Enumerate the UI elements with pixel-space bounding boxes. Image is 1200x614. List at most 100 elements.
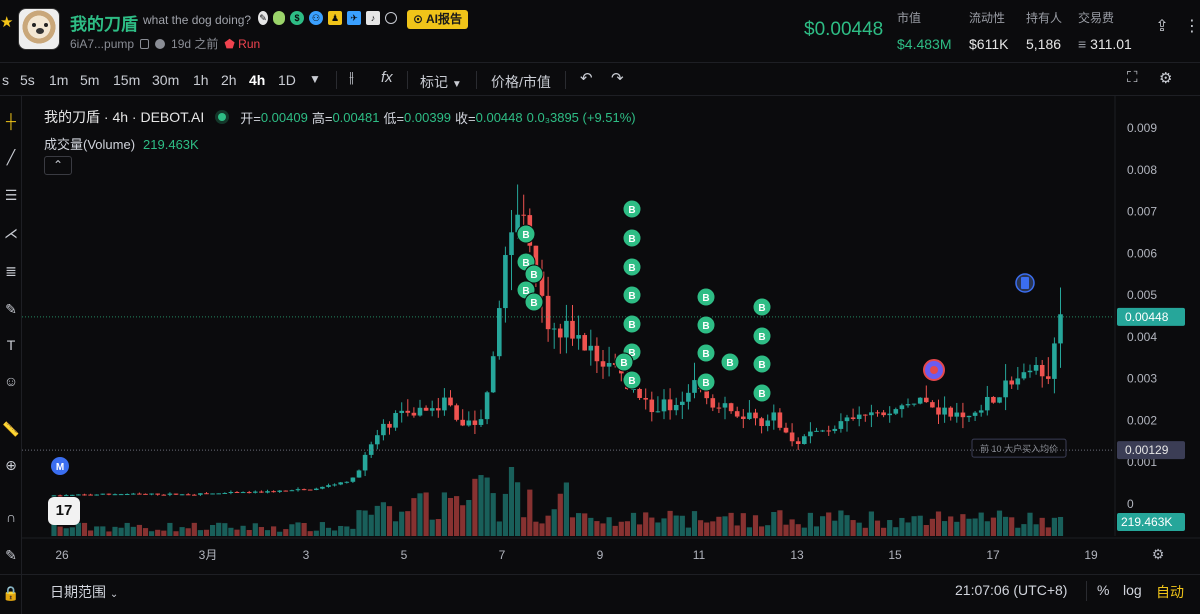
timezone-clock[interactable]: 21:07:06 (UTC+8) <box>955 582 1068 598</box>
volume-bar <box>490 493 496 536</box>
tiktok-icon[interactable]: ♪ <box>366 11 380 25</box>
legend-open: 0.00409 <box>260 109 308 125</box>
candle-body <box>826 430 831 432</box>
candle-body <box>795 441 801 444</box>
candle-body <box>429 408 435 411</box>
buy-marker-label: B <box>522 258 529 269</box>
volume-bar <box>185 528 191 536</box>
stat-liquidity: 流动性 $611K <box>969 9 1008 52</box>
sliders-icon[interactable]: ⋮ <box>1184 18 1200 35</box>
brush-icon[interactable]: ✎ <box>5 301 17 317</box>
team-icon[interactable]: ⚇ <box>309 11 323 25</box>
volume-bar <box>350 528 356 536</box>
candle-body <box>960 412 966 418</box>
lock-drawings-icon[interactable]: ✎ <box>5 547 17 563</box>
users-icon[interactable]: ♟ <box>328 11 342 25</box>
tf-1d[interactable]: 1D <box>278 72 296 88</box>
tf-15m[interactable]: 15m <box>113 72 141 88</box>
crosshair-icon[interactable]: ┼ <box>6 113 16 129</box>
tf-5s[interactable]: 5s <box>20 72 35 88</box>
tradingview-logo[interactable]: 17 <box>48 497 80 525</box>
tf-s[interactable]: s <box>2 72 9 88</box>
fib-icon[interactable]: ≣ <box>5 263 17 279</box>
horizontal-lines-icon[interactable]: ☰ <box>4 187 18 203</box>
pattern-icon[interactable]: ⋌ <box>4 225 18 241</box>
stat-value: ≡ 311.01 <box>1078 36 1132 52</box>
candle-body <box>667 399 673 411</box>
tf-5m[interactable]: 5m <box>80 72 100 88</box>
share-icon[interactable]: ⇪ <box>1155 18 1169 35</box>
date-range-menu[interactable]: 日期范围 ⌄ <box>50 582 118 602</box>
percent-toggle[interactable]: % <box>1097 582 1110 598</box>
candle-body <box>381 423 386 436</box>
volume-bar <box>600 523 606 536</box>
marks-menu[interactable]: 标记 ▼ <box>420 72 462 92</box>
indicators-icon[interactable]: fx <box>381 69 393 86</box>
volume-bar <box>807 512 813 536</box>
buy-marker-label: B <box>620 358 627 369</box>
buy-marker-label: B <box>702 349 709 360</box>
fullscreen-icon[interactable]: ⛶ <box>1127 69 1138 86</box>
volume-bar <box>496 521 502 536</box>
ai-report-button[interactable]: ⊙ AI报告 <box>407 10 468 29</box>
buy-marker-label: B <box>628 205 635 216</box>
candle-body <box>832 428 838 431</box>
run-badge: ⬟ Run <box>224 36 261 51</box>
zoom-icon[interactable]: ⊕ <box>5 457 17 473</box>
candle-body <box>741 416 746 419</box>
magnet-icon[interactable]: ∩ <box>5 509 17 525</box>
volume-bar <box>112 526 118 536</box>
candle-body <box>978 410 984 413</box>
volume-bar <box>508 467 515 536</box>
tf-4h[interactable]: 4h <box>249 72 266 88</box>
telegram-icon[interactable]: ✈ <box>347 11 361 25</box>
volume-bar <box>289 524 295 536</box>
price-chart[interactable]: 0.009 0.008 0.007 0.006 0.005 0.004 0.003 0.002… <box>22 96 1200 614</box>
gear-icon[interactable]: ⚙ <box>1159 70 1173 87</box>
candle-body <box>747 412 752 419</box>
candle-body <box>887 413 892 416</box>
pill-icon[interactable] <box>273 11 285 25</box>
favorite-star-icon[interactable]: ★ <box>0 14 14 31</box>
m-marker <box>51 457 69 475</box>
candles-icon[interactable]: ⫲ <box>349 69 354 86</box>
social-icons: ✎ $ ⚇ ♟ ✈ ♪ <box>258 11 397 25</box>
candle-body <box>655 411 661 413</box>
ruler-icon[interactable]: 📏 <box>2 421 20 437</box>
current-price-tag <box>1117 307 1185 326</box>
axis-settings-icon: ⚙ <box>1152 546 1165 562</box>
candle-body <box>198 493 203 495</box>
trendline-icon[interactable]: ╱ <box>6 149 16 165</box>
emoji-icon[interactable]: ☺ <box>3 373 19 389</box>
volume-bar <box>216 522 222 536</box>
log-toggle[interactable]: log <box>1123 582 1142 598</box>
redo-icon[interactable]: ↷ <box>611 70 624 87</box>
search-icon[interactable] <box>385 12 397 24</box>
price-mcap-toggle[interactable]: 价格/市值 <box>491 74 551 90</box>
stat-value: 5,186 <box>1026 36 1062 52</box>
tf-1h[interactable]: 1h <box>193 72 209 88</box>
chart-canvas[interactable]: 0.009 0.008 0.007 0.006 0.005 0.004 0.003 0.002… <box>22 96 1200 614</box>
candle-body <box>985 396 990 411</box>
buy-marker <box>696 315 716 335</box>
collapse-legend-button[interactable]: ⌃ <box>44 156 72 175</box>
buy-marker-label: B <box>628 263 635 274</box>
candle-body <box>728 403 734 412</box>
text-icon[interactable]: T <box>6 337 16 353</box>
auto-toggle[interactable]: 自动 <box>1156 584 1184 600</box>
edit-icon[interactable]: ✎ <box>258 11 268 25</box>
tf-2h[interactable]: 2h <box>221 72 237 88</box>
copy-icon[interactable] <box>140 38 150 49</box>
candle-body <box>246 492 252 494</box>
undo-icon[interactable]: ↶ <box>580 70 593 87</box>
volume-bar <box>984 521 990 536</box>
volume-bar <box>905 522 911 536</box>
volume-bar <box>155 529 161 536</box>
volume-bar <box>935 511 942 536</box>
dollar-icon[interactable]: $ <box>290 11 304 25</box>
lock-icon[interactable]: 🔒 <box>2 585 20 601</box>
volume-bar <box>362 510 368 536</box>
chevron-down-icon[interactable]: ▼ <box>309 72 321 86</box>
tf-30m[interactable]: 30m <box>152 72 180 88</box>
tf-1m[interactable]: 1m <box>49 72 69 88</box>
